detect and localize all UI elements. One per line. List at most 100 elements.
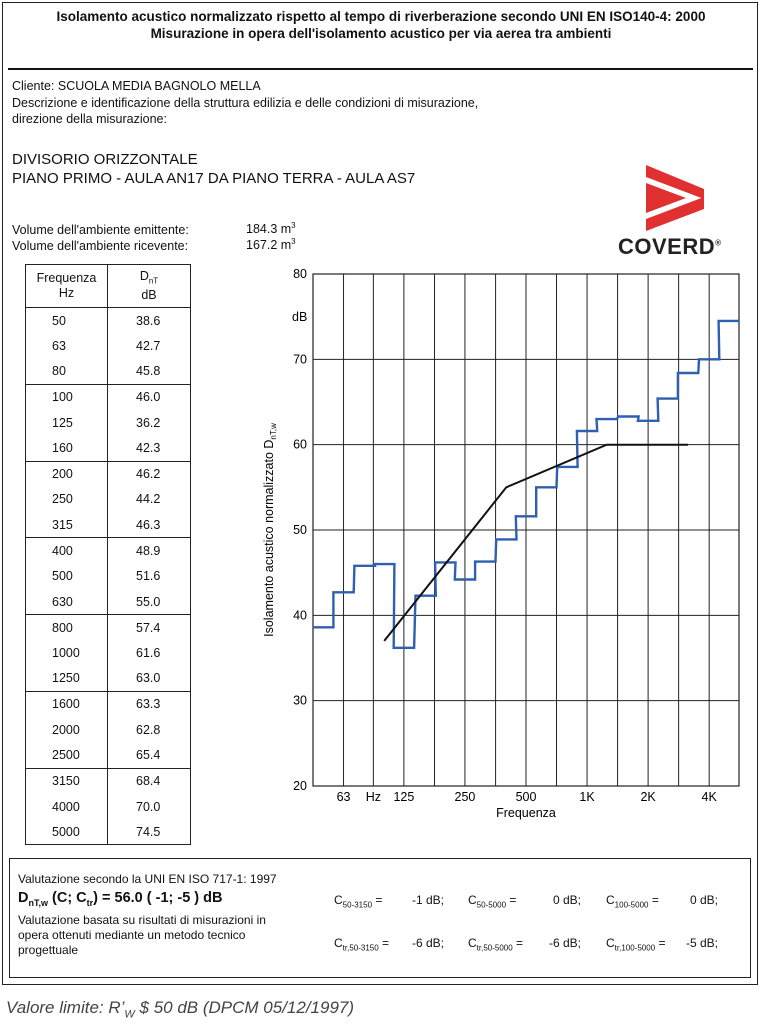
c-50-3150-value: -1 dB; bbox=[412, 893, 445, 907]
dnt-value-cell: 62.8 bbox=[107, 717, 191, 743]
table-row: 63 42.7 bbox=[25, 333, 191, 359]
structure-title: DIVISORIO ORIZZONTALE PIANO PRIMO - AULA… bbox=[12, 150, 415, 188]
table-row: 3150 68.4 bbox=[25, 767, 191, 794]
frequency-cell: 2500 bbox=[25, 742, 108, 769]
frequency-cell: 500 bbox=[25, 563, 108, 590]
y-tick-label: 50 bbox=[293, 523, 307, 537]
dnt-chart: 20 30 40 50 60 70 80 63 Hz 125 250 500 1K 2K 4K dB Fr… bbox=[262, 267, 740, 820]
x-tick-label: 4K bbox=[702, 790, 718, 804]
ctr-50-5000-value: -6 dB; bbox=[549, 936, 582, 950]
ctr-50-3150-value: -6 dB; bbox=[412, 936, 445, 950]
dnt-value-cell: 74.5 bbox=[107, 819, 191, 846]
dnt-value-cell: 46.3 bbox=[107, 512, 191, 538]
frequency-cell: 1250 bbox=[25, 665, 108, 692]
frequency-cell: 63 bbox=[25, 333, 108, 359]
x-tick-label: 500 bbox=[516, 790, 537, 804]
c-50-5000-label: C50-5000 = bbox=[468, 893, 517, 910]
c-50-3150-label: C50-3150 = bbox=[334, 893, 383, 910]
description-line-1: Descrizione e identificazione della stru… bbox=[12, 96, 479, 110]
y-tick-label: 80 bbox=[293, 267, 307, 281]
table-row: 2500 65.4 bbox=[25, 742, 191, 769]
y-tick-label: 20 bbox=[293, 779, 307, 793]
dnt-value-cell: 61.6 bbox=[107, 640, 191, 666]
x-tick-label: 125 bbox=[393, 790, 414, 804]
frequency-cell: 800 bbox=[25, 614, 108, 641]
plot-frame bbox=[312, 273, 740, 787]
dnt-column-header: DnT dB bbox=[107, 264, 191, 308]
measured-dnt-series bbox=[313, 319, 739, 649]
frequency-cell: 5000 bbox=[25, 819, 108, 846]
x-tick-label: 2K bbox=[640, 790, 656, 804]
dnt-value-cell: 63.0 bbox=[107, 665, 191, 692]
y-tick-label: 60 bbox=[293, 438, 307, 452]
dnt-value-cell: 42.7 bbox=[107, 333, 191, 359]
table-row: 1600 63.3 bbox=[25, 690, 191, 717]
table-row: 125 36.2 bbox=[25, 409, 191, 436]
table-row: 80 45.8 bbox=[25, 358, 191, 385]
table-row: 400 48.9 bbox=[25, 537, 191, 564]
table-row: 630 55.0 bbox=[25, 589, 191, 615]
table-row: 200 46.2 bbox=[25, 460, 191, 487]
evaluation-note-3: progettuale bbox=[18, 943, 79, 957]
frequency-cell: 630 bbox=[25, 589, 108, 615]
dnt-value-cell: 46.0 bbox=[107, 383, 191, 410]
ctr-50-3150-label: Ctr,50-3150 = bbox=[334, 936, 390, 953]
frequency-cell: 1600 bbox=[25, 690, 108, 717]
emitting-volume-label: Volume dell'ambiente emittente: bbox=[12, 223, 189, 237]
dnt-value-cell: 44.2 bbox=[107, 486, 191, 513]
x-axis-title: Frequenza bbox=[496, 806, 556, 820]
frequency-cell: 400 bbox=[25, 537, 108, 564]
frequency-cell: 80 bbox=[25, 358, 108, 385]
frequency-cell: 250 bbox=[25, 486, 108, 513]
dnt-value-cell: 45.8 bbox=[107, 358, 191, 385]
x-tick-label: Hz bbox=[366, 790, 381, 804]
receiving-volume-value: 167.2 m3 bbox=[246, 237, 296, 253]
frequency-column-header: Frequenza Hz bbox=[25, 264, 108, 308]
header-rule bbox=[8, 68, 753, 70]
dnt-value-cell: 70.0 bbox=[107, 793, 191, 820]
coverd-logo-mark bbox=[646, 165, 704, 231]
dnt-value-cell: 65.4 bbox=[107, 742, 191, 769]
x-tick-label: 63 bbox=[337, 790, 351, 804]
description-line-2: direzione della misurazione: bbox=[12, 112, 167, 126]
dnt-value-cell: 42.3 bbox=[107, 435, 191, 462]
frequency-cell: 315 bbox=[25, 512, 108, 538]
x-tick-label: 1K bbox=[579, 790, 595, 804]
evaluation-heading: Valutazione secondo la UNI EN ISO 717-1:… bbox=[18, 872, 277, 886]
dnt-value-cell: 36.2 bbox=[107, 409, 191, 436]
ctr-100-5000-value: -5 dB; bbox=[686, 936, 719, 950]
y-tick-label: 70 bbox=[293, 352, 307, 366]
table-row: 1250 63.0 bbox=[25, 665, 191, 692]
dnt-value-cell: 51.6 bbox=[107, 563, 191, 590]
frequency-cell: 4000 bbox=[25, 793, 108, 820]
frequency-cell: 50 bbox=[25, 307, 108, 334]
evaluation-note-1: Valutazione basata su risultati di misur… bbox=[18, 913, 266, 927]
y-tick-label: 40 bbox=[293, 608, 307, 622]
dnt-value-cell: 63.3 bbox=[107, 690, 191, 717]
reference-curve-series bbox=[383, 443, 689, 642]
ctr-50-5000-label: Ctr,50-5000 = bbox=[468, 936, 524, 953]
ctr-100-5000-label: Ctr,100-5000 = bbox=[606, 936, 666, 953]
table-row: 50 38.6 bbox=[25, 307, 191, 334]
frequency-table: Frequenza Hz DnT dB 50 38.6 63 42.7 80 45.8 100 4… bbox=[25, 264, 191, 846]
client-line: Cliente: SCUOLA MEDIA BAGNOLO MELLA bbox=[12, 79, 261, 93]
frequency-cell: 2000 bbox=[25, 717, 108, 743]
weighted-result: DnT,w (C; Ctr) = 56.0 ( -1; -5 ) dB bbox=[18, 890, 223, 908]
report-header: Isolamento acustico normalizzato rispett… bbox=[0, 8, 762, 42]
evaluation-box bbox=[9, 858, 751, 978]
structure-title-line-2: PIANO PRIMO - AULA AN17 DA PIANO TERRA -… bbox=[12, 170, 416, 187]
dnt-value-cell: 48.9 bbox=[107, 537, 191, 564]
report-frame bbox=[2, 2, 758, 985]
table-row: 250 44.2 bbox=[25, 486, 191, 513]
table-row: 315 46.3 bbox=[25, 512, 191, 538]
coverd-logo-text: COVERD® bbox=[618, 234, 722, 259]
table-row: 4000 70.0 bbox=[25, 793, 191, 820]
y-unit-label: dB bbox=[292, 310, 307, 324]
dnt-value-cell: 46.2 bbox=[107, 460, 191, 487]
table-row: 2000 62.8 bbox=[25, 717, 191, 743]
c-100-5000-label: C100-5000 = bbox=[606, 893, 659, 910]
emitting-volume-value: 184.3 m3 bbox=[246, 221, 296, 237]
dnt-value-cell: 68.4 bbox=[107, 767, 191, 794]
c-50-5000-value: 0 dB; bbox=[553, 893, 582, 907]
frequency-cell: 160 bbox=[25, 435, 108, 462]
